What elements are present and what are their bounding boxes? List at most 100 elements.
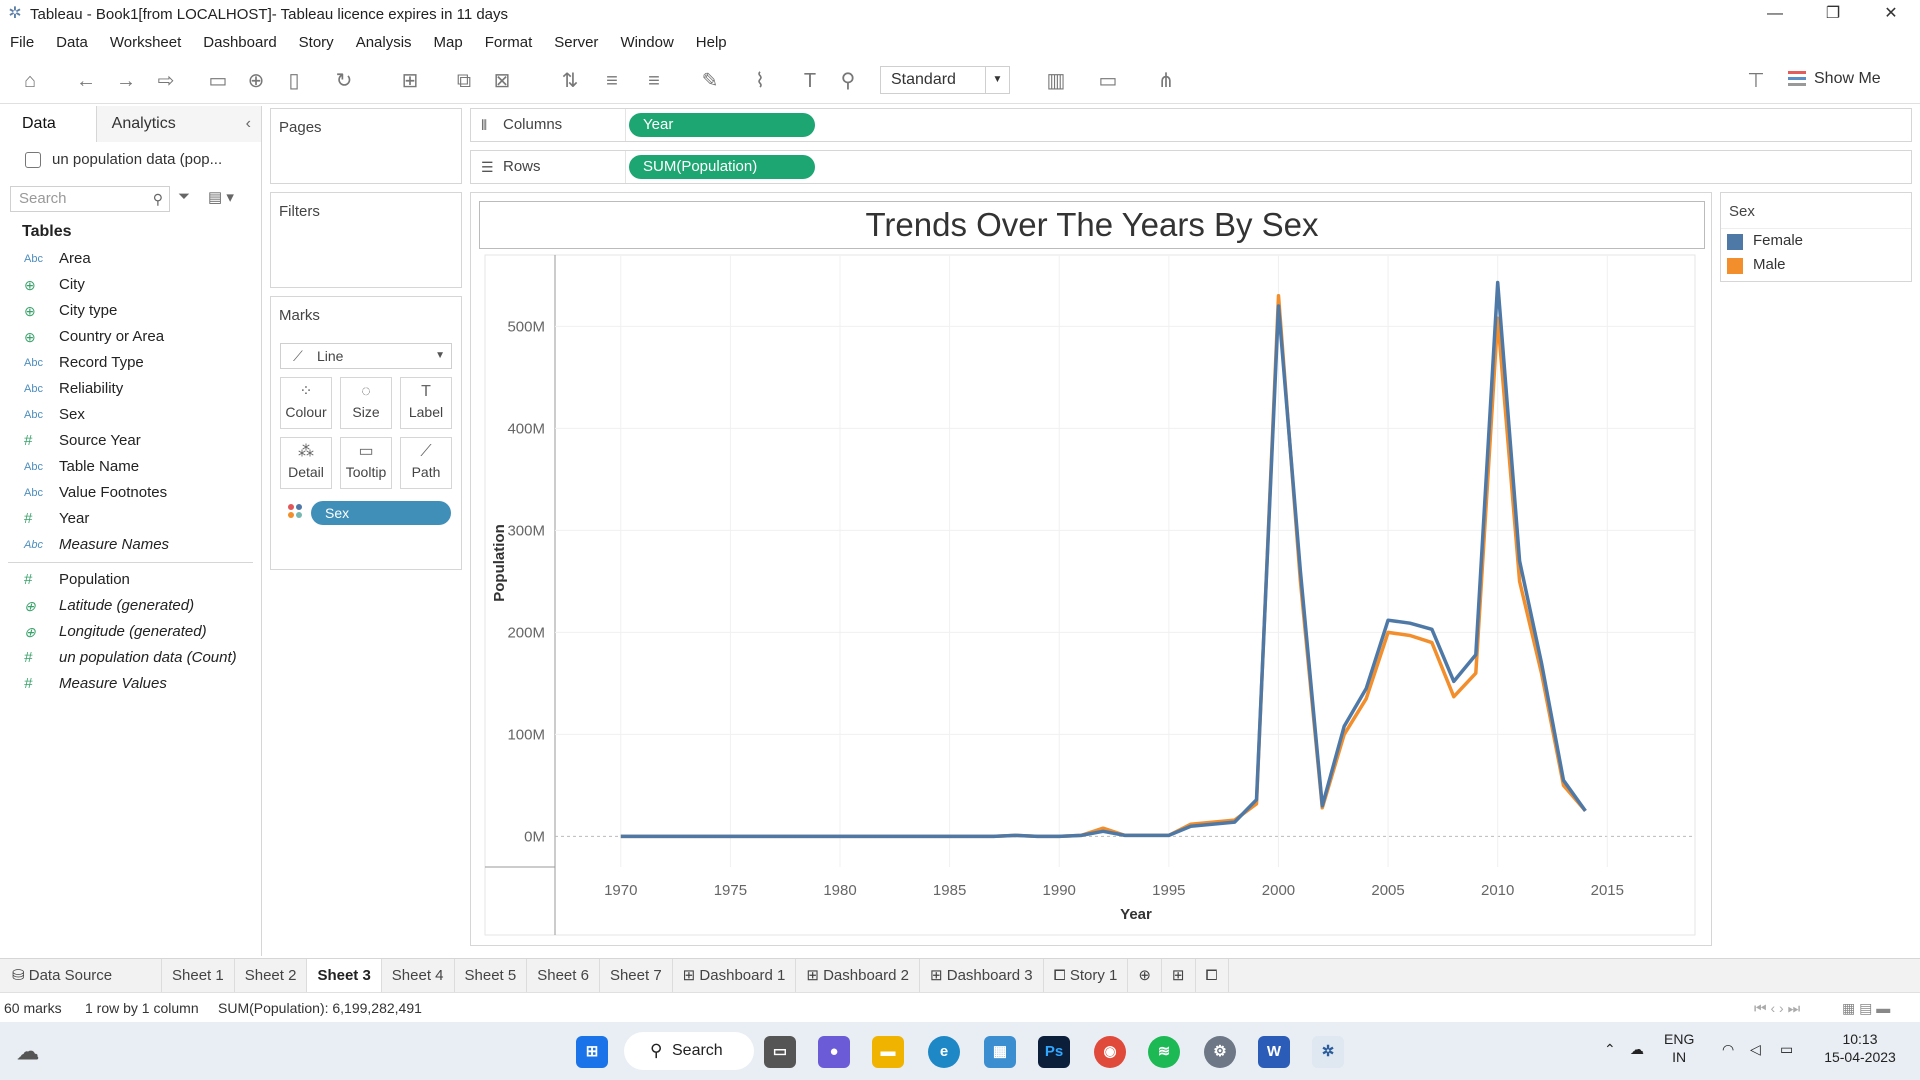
refresh-icon[interactable]: ↻ [335,70,353,92]
weather-icon[interactable]: ☁ [17,1039,39,1064]
sex-colour-pill[interactable]: Sex [311,501,451,525]
word-icon[interactable]: W [1258,1036,1290,1068]
tab-data-source[interactable]: ⛁ Data Source [0,959,162,993]
clock[interactable]: 10:13 15-04-2023 [1820,1030,1900,1066]
sum-population-pill[interactable]: SUM(Population) [629,155,815,179]
fix-axes-icon[interactable]: ⚲ [840,70,856,92]
menu-server[interactable]: Server [554,33,599,51]
sheet-nav-icon[interactable]: ⏮ ‹ › ⏭ [1754,1000,1801,1016]
legend-item-male[interactable]: Male [1721,253,1911,277]
rows-shelf[interactable]: ☰ Rows SUM(Population) [470,150,1912,184]
new-worksheet-icon[interactable]: ⊞ [401,70,419,92]
replay-icon[interactable]: ⇨ [157,70,175,92]
new-datasource-icon[interactable]: ⊕ [247,70,265,92]
duplicate-sheet-icon[interactable]: ⧉ [456,70,472,92]
menu-file[interactable]: File [10,33,35,51]
tab-sheet-6[interactable]: Sheet 6 [527,959,600,993]
series-line-female[interactable] [620,280,1587,839]
field-table-name[interactable]: Abc Table Name [0,454,261,480]
taskbar-search[interactable]: ⚲ Search [624,1032,754,1070]
field-city[interactable]: ⊕ City [0,272,261,298]
show-me-button[interactable]: Show Me [1788,70,1881,88]
share-icon[interactable]: ⋔ [1157,70,1175,92]
fit-select[interactable]: Standard ▼ [880,66,1010,94]
tableau-taskbar-icon[interactable]: ✲ [1312,1036,1344,1068]
tooltip-button[interactable]: ▭ Tooltip [340,437,392,489]
windows-start-icon[interactable]: ⊞ [576,1036,608,1068]
new-worksheet-tab-icon[interactable]: ⊕ [1128,959,1162,993]
field-search-input[interactable]: Search ⚲ [10,186,170,212]
detail-button[interactable]: ⁂ Detail [280,437,332,489]
menu-format[interactable]: Format [484,33,533,51]
field-country-or-area[interactable]: ⊕ Country or Area [0,324,261,350]
save-icon[interactable]: ▭ [208,70,228,92]
field-sex[interactable]: Abc Sex [0,402,261,428]
field-population[interactable]: # Population [0,567,261,593]
tab-sheet-1[interactable]: Sheet 1 [162,959,235,993]
file-explorer-icon[interactable]: ▬ [872,1036,904,1068]
field-year[interactable]: # Year [0,506,261,532]
colour-button[interactable]: ⁘ Colour [280,377,332,429]
field-latitude-generated[interactable]: ⊕ Latitude (generated) [0,593,261,619]
tab-story-1[interactable]: ⧠ Story 1 [1044,959,1129,993]
field-value-footnotes[interactable]: Abc Value Footnotes [0,480,261,506]
tab-sheet-7[interactable]: Sheet 7 [600,959,673,993]
tab-data[interactable]: Data [0,106,97,142]
photoshop-icon[interactable]: Ps [1038,1036,1070,1068]
tab-sheet-3[interactable]: Sheet 3 [307,959,382,993]
field-record-type[interactable]: Abc Record Type [0,350,261,376]
redo-icon[interactable]: → [116,70,136,92]
tray-overflow-icon[interactable]: ⌃ [1604,1041,1616,1057]
sort-ascending-icon[interactable]: ≡ [606,70,618,92]
year-pill[interactable]: Year [629,113,815,137]
tab-sheet-2[interactable]: Sheet 2 [235,959,308,993]
tab-sheet-4[interactable]: Sheet 4 [382,959,455,993]
field-un-population-data-count[interactable]: # un population data (Count) [0,645,261,671]
new-dashboard-tab-icon[interactable]: ⊞ [1162,959,1196,993]
field-longitude-generated[interactable]: ⊕ Longitude (generated) [0,619,261,645]
view-options-icon[interactable]: ▤ ▾ [208,189,234,206]
filters-card[interactable]: Filters [270,192,462,288]
teams-chat-icon[interactable]: ● [818,1036,850,1068]
tab-dashboard-2[interactable]: ⊞ Dashboard 2 [796,959,920,993]
edge-browser-icon[interactable]: e [928,1036,960,1068]
menu-analysis[interactable]: Analysis [355,33,412,51]
field-measure-values[interactable]: # Measure Values [0,671,261,697]
task-view-icon[interactable]: ▭ [764,1036,796,1068]
group-icon[interactable]: ⌇ [755,70,765,92]
field-source-year[interactable]: # Source Year [0,428,261,454]
restore-icon[interactable]: ❐ [1825,5,1841,22]
clear-sheet-icon[interactable]: ⊠ [493,70,511,92]
spotify-icon[interactable]: ≋ [1148,1036,1180,1068]
microsoft-store-icon[interactable]: ▦ [984,1036,1016,1068]
language-indicator[interactable]: ENG IN [1664,1030,1694,1066]
mark-type-select[interactable]: ⟋ Line ▼ [280,343,452,369]
sort-descending-icon[interactable]: ≡ [648,70,660,92]
field-area[interactable]: Abc Area [0,246,261,272]
settings-icon[interactable]: ⚙ [1204,1036,1236,1068]
minimize-icon[interactable]: — [1767,5,1783,22]
field-reliability[interactable]: Abc Reliability [0,376,261,402]
menu-help[interactable]: Help [695,33,727,51]
undo-icon[interactable]: ← [76,70,96,92]
battery-icon[interactable]: ▭ [1780,1041,1794,1057]
tab-dashboard-1[interactable]: ⊞ Dashboard 1 [673,959,797,993]
legend-item-female[interactable]: Female [1721,229,1911,253]
path-button[interactable]: ⟋ Path [400,437,452,489]
wifi-icon[interactable]: ◠ [1722,1041,1735,1057]
filter-icon[interactable]: ⏷ [178,188,191,205]
pages-card[interactable]: Pages [270,108,462,184]
sheet-view-icon[interactable]: ▦ ▤ ▬ [1842,1000,1891,1016]
new-story-tab-icon[interactable]: ⧠ [1196,959,1229,993]
menu-story[interactable]: Story [298,33,334,51]
menu-worksheet[interactable]: Worksheet [109,33,182,51]
tab-analytics[interactable]: Analytics ‹ [96,106,261,142]
collapse-pane-icon[interactable]: ‹ [245,115,251,132]
close-icon[interactable]: ✕ [1884,5,1898,22]
onedrive-icon[interactable]: ☁ [1630,1041,1644,1057]
menu-window[interactable]: Window [620,33,674,51]
field-city-type[interactable]: ⊕ City type [0,298,261,324]
menu-data[interactable]: Data [56,33,88,51]
tab-sheet-5[interactable]: Sheet 5 [455,959,528,993]
